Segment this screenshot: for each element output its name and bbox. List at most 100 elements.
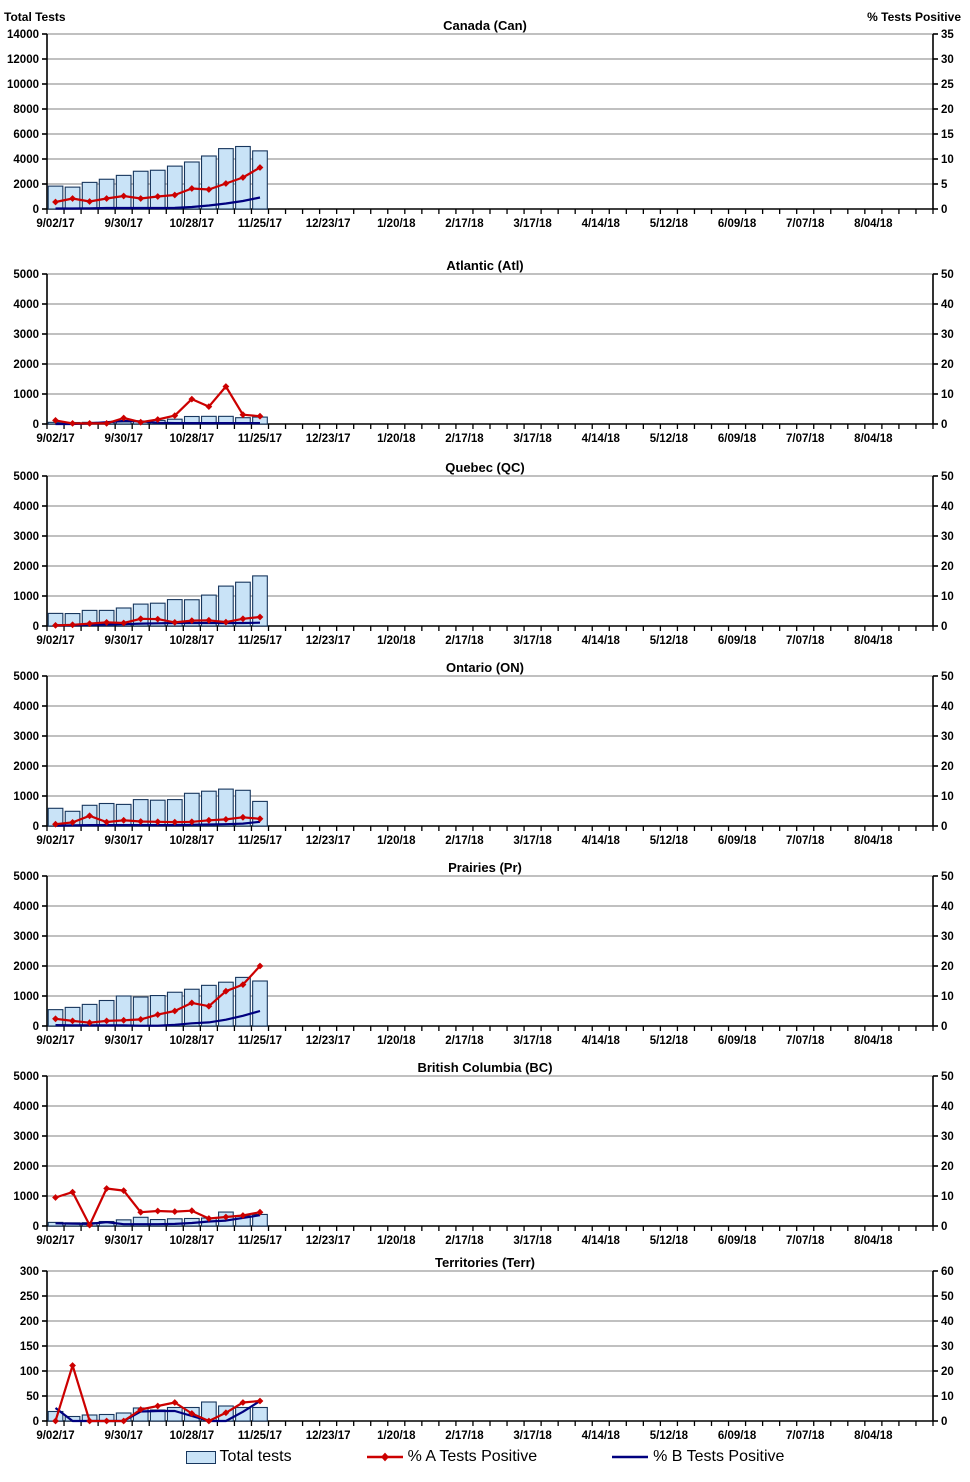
series-a-marker	[69, 819, 76, 826]
y2-tick-label: 60	[941, 1266, 954, 1278]
x-tick-label: 2/17/18	[445, 433, 484, 444]
series-a-marker	[222, 1409, 230, 1417]
series-a-marker	[188, 1410, 196, 1417]
x-tick-label: 5/12/18	[650, 433, 689, 444]
x-tick-label: 4/14/18	[582, 835, 621, 846]
series-a-marker	[256, 613, 264, 621]
series-b-line	[55, 196, 261, 210]
y-tick-label: 100	[20, 1366, 39, 1378]
series-a-marker	[103, 1017, 111, 1025]
series-a-marker	[171, 1399, 179, 1406]
x-tick-label: 5/12/18	[650, 1035, 689, 1046]
x-tick-label: 4/14/18	[582, 1035, 621, 1046]
y-tick-label: 4000	[13, 1101, 39, 1113]
y-tick-label: 5000	[13, 871, 39, 883]
x-tick-label: 9/02/17	[36, 433, 74, 444]
series-a-marker	[120, 1417, 128, 1425]
y-tick-label: 300	[20, 1266, 39, 1278]
y-tick-label: 0	[33, 821, 39, 833]
y2-tick-label: 40	[941, 1316, 954, 1328]
series-a-marker	[239, 174, 247, 181]
y-tick-label: 2000	[13, 961, 39, 973]
plot-area: 0 1000 2000 3000 4000 5000 0 10 20 30 40 50 9/02/17 9…	[13, 671, 954, 846]
x-tick-label: 1/20/18	[377, 433, 416, 444]
x-tick-label: 5/12/18	[650, 1430, 689, 1441]
red-line-marker-icon	[366, 1450, 404, 1464]
legend-label: Total tests	[219, 1448, 292, 1465]
chart-panel-atl: Atlantic (Atl) 0 1000 2000 3000 4000 5000 0 10 20…	[0, 258, 970, 444]
series-a-marker	[52, 417, 59, 424]
y-tick-label: 3000	[13, 1131, 39, 1143]
y-tick-label: 2000	[13, 359, 39, 371]
y2-tick-label: 20	[941, 761, 954, 773]
y-tick-label: 1000	[13, 389, 39, 401]
y2-tick-label: 30	[941, 1341, 954, 1353]
y2-tick-label: 25	[941, 79, 954, 91]
series-a-marker	[205, 186, 213, 193]
right-axis-title: % Tests Positive	[867, 10, 961, 24]
x-tick-label: 9/02/17	[36, 1430, 74, 1441]
bar	[183, 988, 200, 1027]
x-tick-label: 1/20/18	[377, 1035, 416, 1046]
chart-panel-bc: British Columbia (BC) 0 1000 2000 3000 4000 50…	[0, 1060, 970, 1246]
y-tick-label: 5000	[13, 471, 39, 483]
series-a-marker	[137, 418, 145, 426]
x-tick-label: 6/09/18	[718, 1235, 757, 1246]
x-tick-label: 9/30/17	[104, 635, 142, 646]
x-tick-label: 10/28/17	[169, 1235, 214, 1246]
x-tick-label: 2/17/18	[445, 1430, 484, 1441]
series-a-marker	[103, 619, 111, 626]
bar	[81, 181, 98, 210]
x-tick-label: 6/09/18	[718, 1430, 757, 1441]
x-tick-label: 7/07/18	[786, 218, 825, 229]
y-tick-label: 10000	[7, 79, 39, 91]
y-tick-label: 5000	[13, 671, 39, 683]
x-tick-label: 5/12/18	[650, 635, 689, 646]
y2-tick-label: 50	[941, 269, 954, 281]
y-tick-label: 5000	[13, 269, 39, 281]
y2-tick-label: 30	[941, 531, 954, 543]
y2-tick-label: 0	[941, 1021, 947, 1033]
series-a-marker	[171, 191, 179, 199]
series-a-marker	[154, 1011, 162, 1018]
x-tick-label: 1/20/18	[377, 635, 416, 646]
series-a-marker	[239, 615, 247, 623]
x-tick-label: 8/04/18	[854, 1235, 893, 1246]
x-tick-label: 2/17/18	[445, 218, 484, 229]
y-tick-label: 50	[26, 1391, 39, 1403]
y-tick-label: 0	[33, 621, 39, 633]
series-a-marker	[137, 1016, 145, 1023]
y-tick-label: 150	[20, 1341, 39, 1353]
bar	[252, 575, 268, 627]
bar	[200, 790, 217, 827]
y2-tick-label: 30	[941, 329, 954, 341]
series-a-marker	[52, 198, 59, 206]
x-tick-label: 2/17/18	[445, 1235, 484, 1246]
plot-area: 0 1000 2000 3000 4000 5000 0 10 20 30 40 50 9/02/17 9…	[13, 269, 954, 444]
x-tick-label: 10/28/17	[169, 433, 214, 444]
series-a-marker	[171, 1208, 179, 1215]
x-tick-label: 9/30/17	[104, 433, 142, 444]
series-a-marker	[52, 820, 59, 828]
chart-panel-on: Ontario (ON) 0 1000 2000 3000 4000 5000 0 10 20 30…	[0, 660, 970, 846]
series-a-marker	[188, 1207, 196, 1215]
x-tick-label: 4/14/18	[582, 218, 621, 229]
x-tick-label: 8/04/18	[854, 433, 893, 444]
series-a-marker	[69, 420, 76, 427]
y-tick-label: 3000	[13, 731, 39, 743]
x-tick-label: 2/17/18	[445, 835, 484, 846]
y-tick-label: 4000	[13, 299, 39, 311]
series-a-marker	[188, 395, 196, 403]
series-a-marker	[171, 619, 179, 626]
y-tick-label: 0	[33, 1416, 39, 1428]
y-tick-label: 1000	[13, 991, 39, 1003]
x-tick-label: 3/17/18	[513, 433, 552, 444]
bar	[166, 165, 183, 210]
series-a-marker	[205, 403, 213, 410]
bar	[47, 185, 64, 210]
panel-title: Canada (Can)	[443, 18, 527, 33]
x-tick-label: 1/20/18	[377, 218, 416, 229]
y2-tick-label: 30	[941, 931, 954, 943]
y-tick-label: 2000	[13, 561, 39, 573]
